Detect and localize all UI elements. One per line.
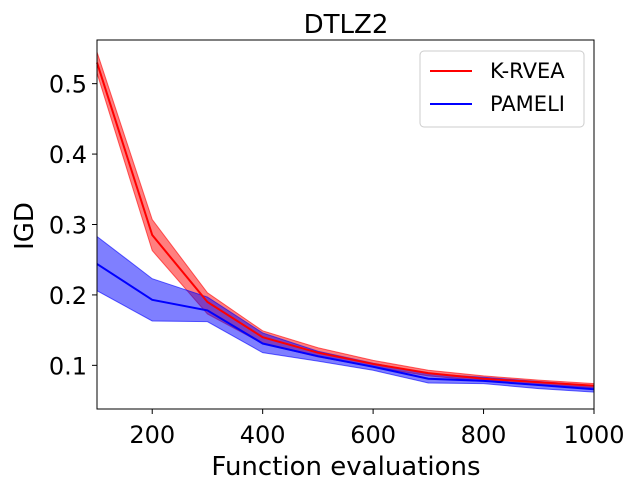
line-k-rvea [96, 62, 595, 387]
x-tick-label-1000: 1000 [563, 421, 624, 449]
y-axis-title: IGD [10, 202, 40, 250]
line-pameli [96, 263, 595, 391]
x-tick-label-400: 400 [240, 421, 286, 449]
y-tick-label-0.5: 0.5 [49, 71, 87, 99]
chart-title: DTLZ2 [304, 10, 389, 40]
y-tick-label-0.3: 0.3 [49, 212, 87, 240]
x-tick-label-600: 600 [350, 421, 396, 449]
series-lines [96, 62, 595, 391]
legend-label-pameli: PAMELI [490, 92, 565, 116]
x-tick-label-200: 200 [129, 421, 175, 449]
y-tick-label-0.1: 0.1 [49, 352, 87, 380]
legend: K-RVEA PAMELI [419, 50, 585, 128]
x-axis-title: Function evaluations [211, 452, 480, 482]
legend-label-k-rvea: K-RVEA [490, 59, 565, 83]
y-axis-ticks: 0.1 0.2 0.3 0.4 0.5 [49, 71, 97, 380]
y-tick-label-0.4: 0.4 [49, 141, 87, 169]
x-tick-label-800: 800 [461, 421, 507, 449]
plot-area [96, 51, 595, 393]
y-tick-label-0.2: 0.2 [49, 282, 87, 310]
x-axis-ticks: 200 400 600 800 1000 [129, 409, 625, 449]
